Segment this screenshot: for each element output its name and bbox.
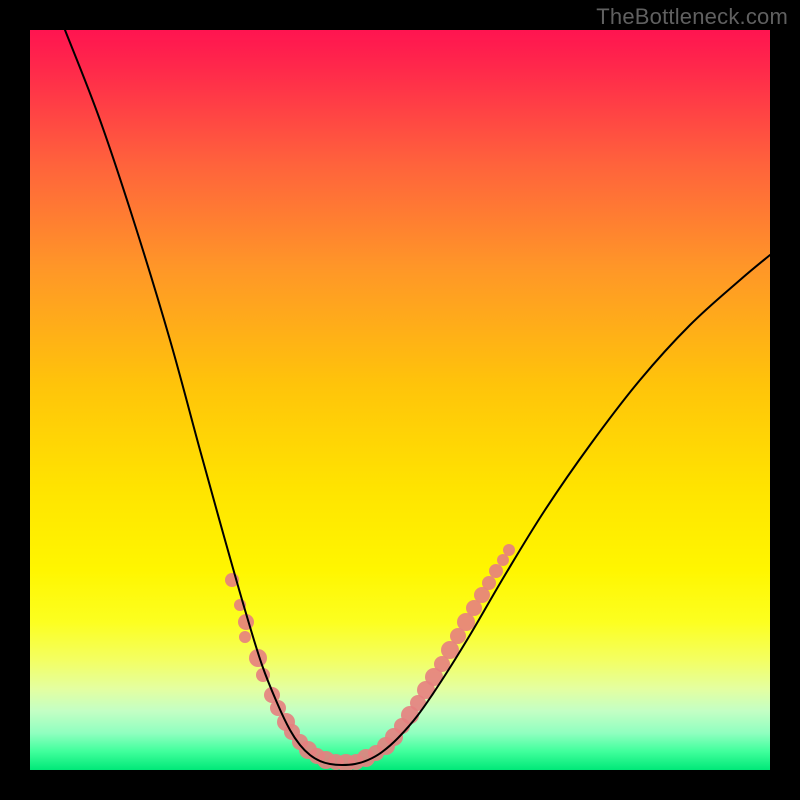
bottleneck-curve — [65, 30, 770, 765]
curve-layer — [30, 30, 770, 770]
plot-area — [30, 30, 770, 770]
watermark-text: TheBottleneck.com — [596, 4, 788, 30]
marker-dots — [225, 544, 515, 770]
